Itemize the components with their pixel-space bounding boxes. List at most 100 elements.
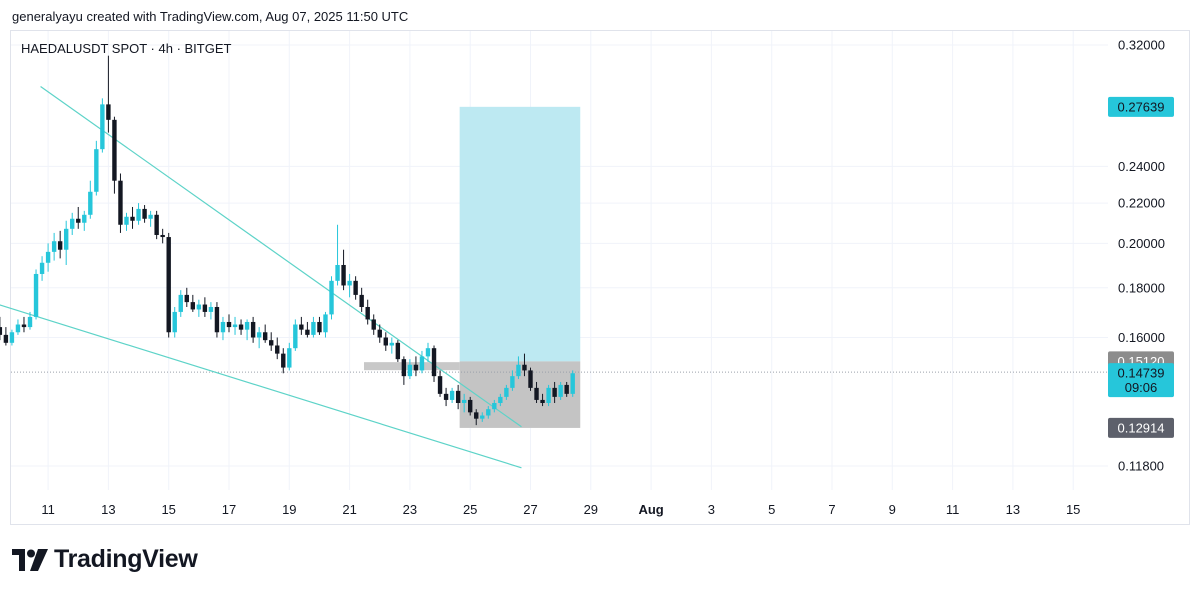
candle-body — [293, 324, 298, 349]
x-tick-label: 9 — [889, 502, 896, 517]
candle-body — [136, 208, 141, 221]
brand-name: TradingView — [54, 545, 198, 573]
candle-body — [425, 348, 431, 357]
symbol-title: HAEDALUSDT SPOT · 4h · BITGET — [21, 41, 232, 56]
candle-body — [256, 332, 262, 338]
candle-body — [76, 218, 81, 223]
candle-up — [407, 359, 413, 380]
candle-down — [377, 324, 382, 343]
candle-body — [461, 399, 467, 403]
price-label-text: 0.14739 — [1118, 366, 1165, 381]
candle-down — [534, 381, 539, 403]
candle-body — [431, 348, 437, 377]
candle-body — [510, 376, 515, 388]
candle-down — [190, 294, 196, 312]
candle-up — [136, 203, 141, 225]
candle-body — [124, 216, 129, 225]
chart-frame — [10, 30, 1190, 525]
candle-up — [516, 356, 521, 380]
candle-body — [112, 119, 117, 181]
candle-body — [63, 228, 69, 250]
candle-body — [39, 262, 45, 274]
tradingview-logo-icon — [12, 548, 48, 571]
candle-body — [202, 304, 208, 312]
candle-body — [33, 273, 39, 317]
candle-body — [407, 364, 413, 377]
candle-body — [172, 311, 177, 333]
candle-body — [142, 208, 147, 219]
candle-down — [383, 332, 388, 351]
candle-up — [293, 319, 298, 351]
y-axis: 0.32000 0.24000 0.22000 0.20000 0.18000 0.160… — [1118, 38, 1165, 474]
candle-body — [492, 402, 497, 410]
candle-down — [528, 367, 533, 391]
candle-body — [443, 393, 449, 400]
candle-down — [468, 396, 473, 416]
candle-body — [480, 415, 485, 419]
candle-down — [401, 356, 407, 385]
price-label-bg — [1108, 96, 1174, 117]
candle-body — [9, 332, 15, 343]
candle-body — [546, 387, 551, 403]
candle-body — [389, 342, 395, 346]
price-label-target: 0.27639 — [1108, 96, 1174, 117]
x-tick-label: 5 — [768, 502, 775, 517]
candle-body — [540, 399, 545, 403]
candle-body — [45, 251, 51, 263]
x-tick-label: 21 — [342, 502, 356, 517]
candle-down — [413, 356, 419, 377]
candle-down — [226, 314, 232, 333]
candle-up — [546, 384, 551, 407]
candle-down — [112, 116, 117, 194]
candle-body — [15, 324, 21, 333]
candle-down — [130, 206, 135, 229]
trendline-upper — [40, 86, 522, 428]
candle-up — [88, 180, 93, 219]
candle-down — [142, 205, 147, 223]
candle-up — [570, 370, 575, 397]
trendline-lower — [0, 304, 522, 469]
candle-down — [250, 316, 256, 343]
candle-body — [0, 327, 3, 335]
candle-up — [27, 311, 33, 330]
candle-down — [341, 249, 346, 291]
y-tick-label: 0.32000 — [1118, 38, 1165, 53]
x-tick-label: 25 — [463, 502, 477, 517]
candle-up — [311, 316, 316, 338]
candle-up — [480, 412, 485, 422]
candle-up — [329, 276, 334, 320]
candle-up — [100, 98, 105, 153]
candle-down — [353, 276, 358, 300]
candle-body — [269, 340, 274, 346]
price-label-text: 0.27639 — [1118, 99, 1165, 114]
candle-up — [70, 212, 75, 235]
candle-down — [564, 381, 569, 397]
candle-down — [76, 206, 81, 229]
candle-up — [172, 306, 177, 338]
x-tick-label: 19 — [282, 502, 296, 517]
candle-body — [570, 373, 575, 394]
candle-body — [214, 306, 220, 333]
candle-up — [256, 327, 262, 349]
candle-up — [9, 329, 15, 346]
candle-body — [160, 234, 165, 238]
candle-up — [504, 384, 509, 400]
candle-body — [275, 345, 280, 354]
candle-down — [299, 316, 304, 335]
candle-body — [486, 409, 491, 416]
candle-down — [106, 55, 111, 133]
candle-up — [220, 316, 226, 341]
tradingview-logo[interactable]: TradingView — [12, 545, 198, 574]
candle-down — [540, 393, 545, 407]
candle-body — [305, 329, 310, 335]
candle-body — [166, 237, 171, 333]
candle-up — [94, 140, 99, 196]
candle-up — [558, 381, 563, 400]
candle-down — [3, 327, 9, 346]
candle-body — [347, 280, 352, 286]
candle-up — [82, 210, 87, 231]
x-tick-label: 11 — [41, 502, 55, 517]
candle-body — [82, 214, 87, 223]
